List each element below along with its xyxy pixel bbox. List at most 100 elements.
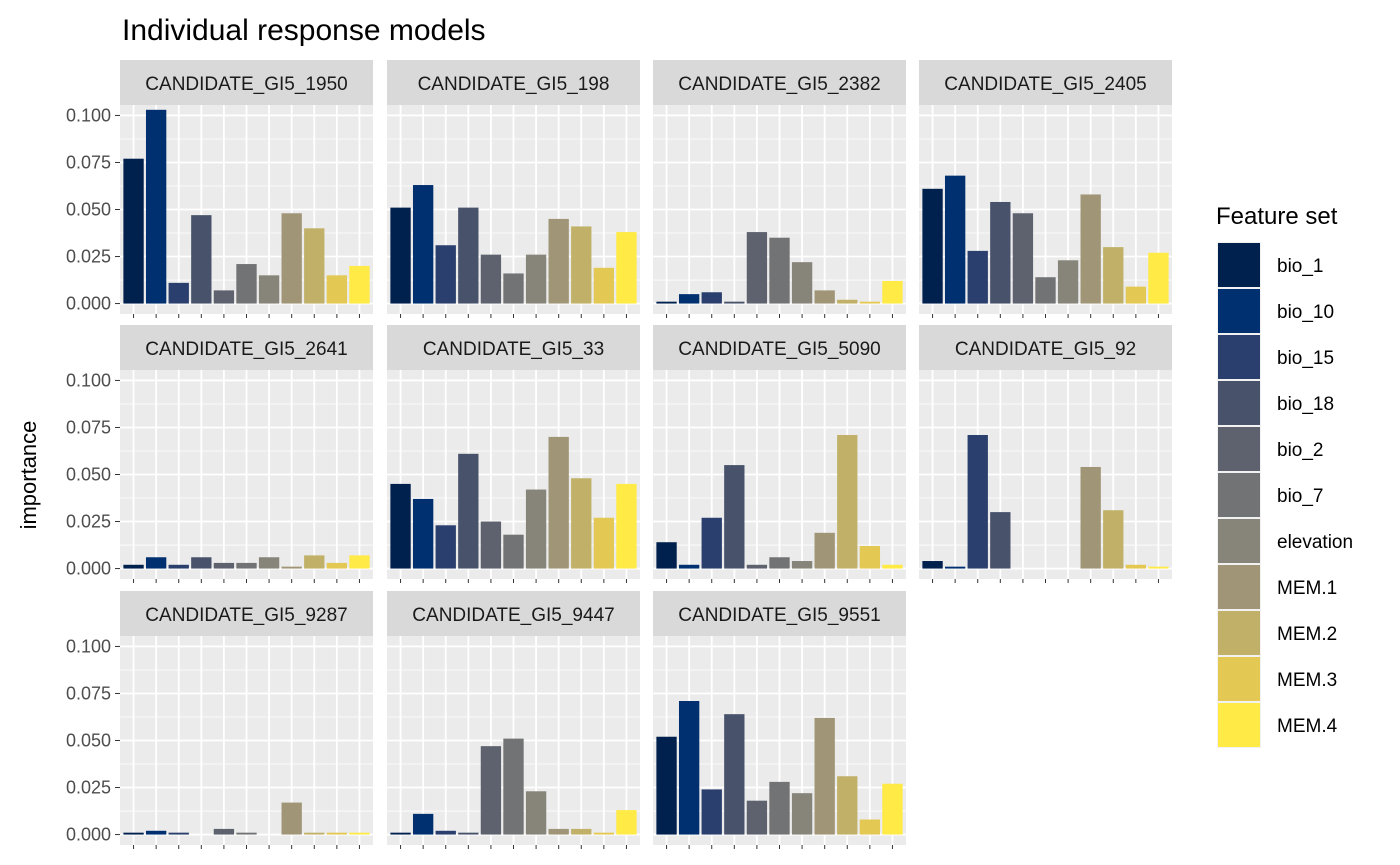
bar-MEM.3 bbox=[326, 832, 348, 835]
facet-panel: CANDIDATE_GI5_2405 bbox=[919, 60, 1172, 318]
facet-strip bbox=[653, 60, 906, 105]
legend: Feature set bio_1 bio_10 bio_15 bio_18 bio_2… bbox=[1216, 203, 1353, 748]
bar-MEM.3 bbox=[1125, 564, 1147, 569]
bar-MEM.4 bbox=[349, 555, 370, 569]
bar-MEM.3 bbox=[859, 545, 881, 569]
bar-bio_7 bbox=[236, 832, 257, 835]
facet-strip-label: CANDIDATE_GI5_9447 bbox=[412, 605, 614, 626]
bar-MEM.4 bbox=[882, 783, 903, 835]
bar-MEM.2 bbox=[571, 828, 592, 835]
bar-MEM.1 bbox=[548, 828, 569, 835]
legend-label: bio_15 bbox=[1277, 348, 1334, 369]
y-axis-label: importance bbox=[16, 421, 41, 530]
y-tick-label: 0.000 bbox=[66, 294, 111, 314]
bar-bio_1 bbox=[390, 483, 411, 569]
bar-bio_18 bbox=[724, 465, 745, 569]
facet-strip bbox=[653, 325, 906, 370]
legend-swatch-bio_2 bbox=[1218, 427, 1260, 471]
bar-bio_10 bbox=[145, 830, 167, 835]
bar-MEM.1 bbox=[814, 290, 835, 304]
bar-MEM.4 bbox=[349, 832, 370, 835]
bar-MEM.2 bbox=[837, 299, 858, 304]
legend-label: bio_2 bbox=[1277, 440, 1324, 461]
facet-strip bbox=[120, 591, 373, 636]
bar-MEM.3 bbox=[593, 517, 615, 569]
legend-swatch-bio_10 bbox=[1218, 289, 1260, 333]
bar-MEM.1 bbox=[281, 213, 302, 304]
y-tick-label: 0.100 bbox=[66, 636, 111, 656]
bar-bio_2 bbox=[746, 232, 768, 304]
bar-bio_1 bbox=[656, 736, 677, 835]
bar-bio_1 bbox=[656, 301, 677, 304]
bar-MEM.2 bbox=[304, 555, 325, 569]
facet-strip-label: CANDIDATE_GI5_198 bbox=[418, 74, 610, 95]
bar-bio_15 bbox=[967, 434, 988, 569]
bar-bio_7 bbox=[503, 738, 524, 835]
facet-strip-label: CANDIDATE_GI5_9287 bbox=[145, 605, 347, 626]
bar-MEM.3 bbox=[859, 301, 881, 304]
bar-bio_1 bbox=[390, 832, 411, 835]
bar-bio_2 bbox=[746, 564, 768, 569]
facet-strip bbox=[120, 60, 373, 105]
facet-panel: CANDIDATE_GI5_5090 bbox=[653, 325, 906, 583]
bar-bio_7 bbox=[769, 557, 790, 569]
bar-bio_18 bbox=[191, 215, 212, 304]
facet-panels: CANDIDATE_GI5_1950 0.000 0.025 0.050 0.075 0.… bbox=[66, 60, 1172, 849]
legend-label: bio_10 bbox=[1277, 302, 1334, 323]
bar-elevation bbox=[791, 262, 813, 304]
bar-bio_10 bbox=[412, 813, 434, 835]
bar-bio_18 bbox=[724, 714, 745, 835]
legend-label: MEM.2 bbox=[1277, 624, 1337, 645]
facet-panel: CANDIDATE_GI5_9287 0.000 0.025 0.050 0.075 0.… bbox=[66, 591, 373, 849]
bar-bio_15 bbox=[701, 517, 722, 569]
bar-MEM.2 bbox=[571, 478, 592, 569]
legend-swatch-bio_7 bbox=[1218, 473, 1260, 517]
bar-bio_2 bbox=[213, 562, 235, 569]
y-tick-label: 0.025 bbox=[66, 247, 111, 267]
legend-swatch-MEM.4 bbox=[1218, 703, 1260, 747]
bar-bio_18 bbox=[990, 201, 1011, 304]
bar-MEM.4 bbox=[1148, 252, 1169, 304]
legend-label: elevation bbox=[1277, 532, 1353, 553]
bar-MEM.4 bbox=[1148, 566, 1169, 569]
bar-MEM.3 bbox=[593, 267, 615, 304]
bar-MEM.2 bbox=[304, 228, 325, 304]
facet-strip-label: CANDIDATE_GI5_1950 bbox=[145, 74, 347, 95]
bar-bio_10 bbox=[944, 175, 966, 304]
bar-MEM.1 bbox=[814, 532, 835, 569]
bar-MEM.4 bbox=[616, 483, 637, 569]
bar-bio_15 bbox=[168, 282, 189, 304]
bar-MEM.2 bbox=[571, 226, 592, 304]
bar-bio_15 bbox=[435, 830, 456, 835]
y-tick-label: 0.025 bbox=[66, 778, 111, 798]
bar-bio_2 bbox=[213, 828, 235, 835]
facet-strip bbox=[387, 591, 640, 636]
facet-strip-label: CANDIDATE_GI5_92 bbox=[955, 339, 1136, 360]
facet-panel: CANDIDATE_GI5_92 bbox=[919, 325, 1172, 583]
bar-elevation bbox=[791, 561, 813, 569]
legend-swatch-elevation bbox=[1218, 519, 1260, 563]
chart-title: Individual response models bbox=[122, 14, 486, 47]
bar-MEM.2 bbox=[837, 434, 858, 569]
bar-elevation bbox=[1057, 260, 1079, 304]
legend-label: MEM.1 bbox=[1277, 578, 1337, 599]
bar-bio_1 bbox=[123, 832, 144, 835]
bar-bio_10 bbox=[145, 109, 167, 304]
y-tick-label: 0.050 bbox=[66, 465, 111, 485]
bar-elevation bbox=[525, 489, 547, 569]
bar-bio_15 bbox=[168, 832, 189, 835]
bar-bio_2 bbox=[480, 521, 502, 569]
facet-strip-label: CANDIDATE_GI5_2641 bbox=[145, 339, 347, 360]
bar-bio_18 bbox=[458, 832, 479, 835]
facet-panel: CANDIDATE_GI5_9551 bbox=[653, 591, 906, 849]
bar-bio_10 bbox=[678, 294, 700, 304]
facet-strip-label: CANDIDATE_GI5_33 bbox=[423, 339, 604, 360]
bar-bio_15 bbox=[168, 564, 189, 569]
legend-swatch-bio_18 bbox=[1218, 381, 1260, 425]
facet-strip bbox=[653, 591, 906, 636]
bar-bio_7 bbox=[503, 273, 524, 304]
facet-strip bbox=[919, 325, 1172, 370]
facet-panel: CANDIDATE_GI5_33 bbox=[387, 325, 640, 583]
bar-bio_2 bbox=[1012, 213, 1034, 304]
